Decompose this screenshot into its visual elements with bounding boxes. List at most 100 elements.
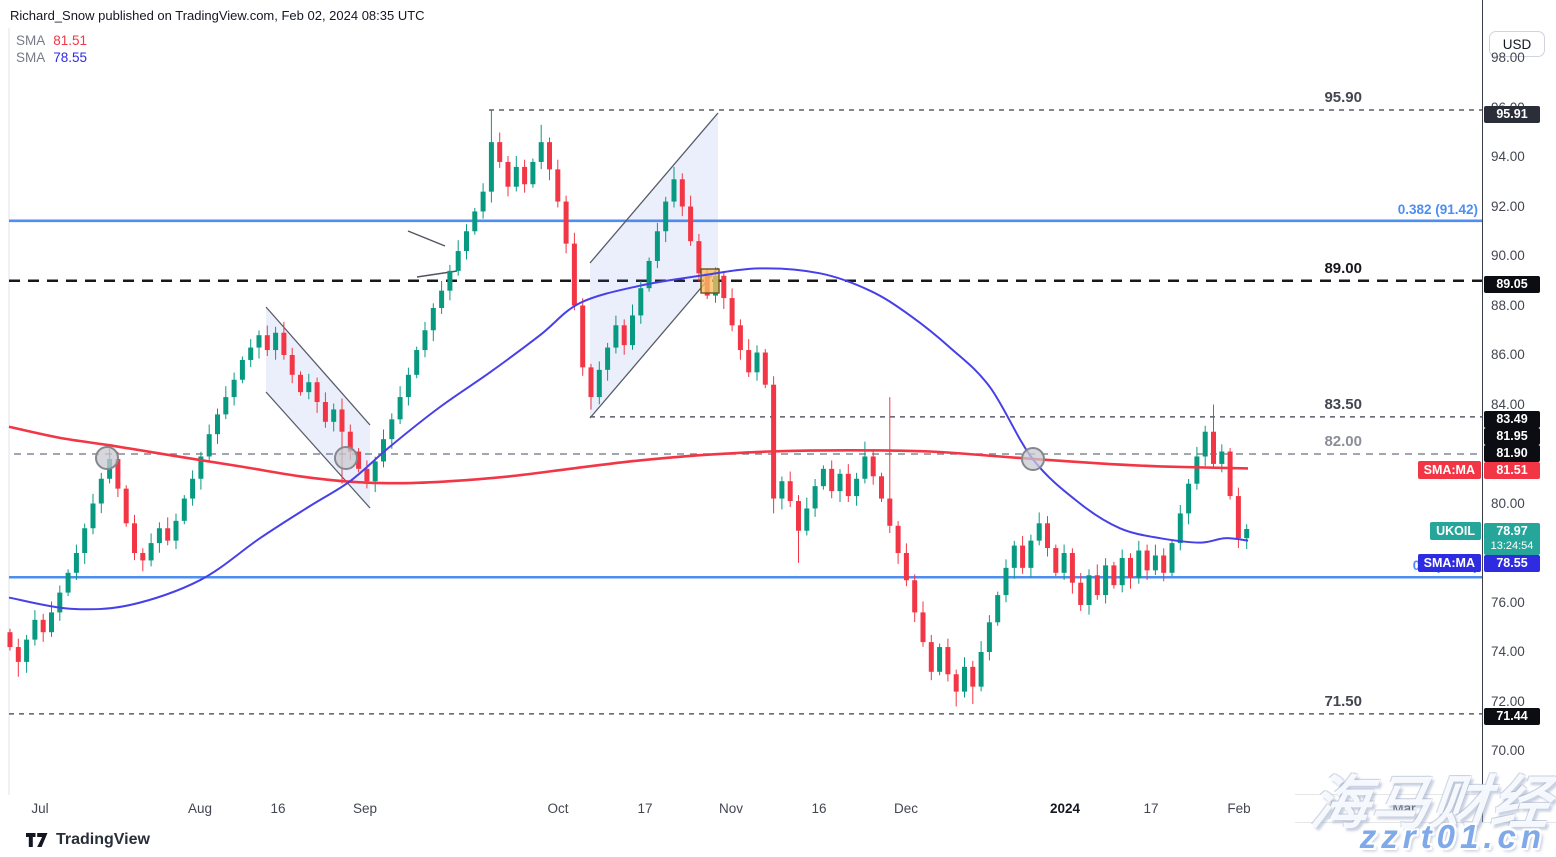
candle xyxy=(488,142,494,192)
candle xyxy=(98,478,104,504)
candle xyxy=(173,520,179,541)
candle xyxy=(248,347,254,360)
candle xyxy=(920,612,926,643)
watermark-site-url: zzrt01.cn xyxy=(1359,818,1546,855)
candle xyxy=(903,553,909,581)
series-badge-SMA:MA-2: SMA:MA xyxy=(1417,554,1481,572)
candle xyxy=(1028,540,1034,568)
candle xyxy=(181,498,187,521)
candle xyxy=(1219,451,1225,464)
candle xyxy=(497,142,503,162)
candle xyxy=(414,350,420,375)
level-label-71.50: 71.50 xyxy=(1324,692,1362,710)
channel-top-0 xyxy=(265,306,371,426)
candle xyxy=(231,379,237,398)
candle xyxy=(812,486,818,509)
candle xyxy=(1144,550,1150,571)
price-tick-90.00: 90.00 xyxy=(1491,248,1525,263)
candle xyxy=(1161,555,1167,573)
price-badge-83.49: 83.49 xyxy=(1484,410,1540,428)
time-label-17: 17 xyxy=(637,801,653,816)
indicator-legend: SMA 81.51 SMA 78.55 xyxy=(16,32,87,66)
candle xyxy=(870,456,876,477)
candle xyxy=(356,451,362,469)
time-label-Oct: Oct xyxy=(547,801,569,816)
candle xyxy=(837,473,843,492)
price-tick-92.00: 92.00 xyxy=(1491,198,1525,214)
price-badge-13:24:54: 13:24:54 xyxy=(1484,537,1540,555)
channel-bottom-0 xyxy=(265,391,371,509)
time-label-Sep: Sep xyxy=(352,801,378,816)
candle xyxy=(1152,555,1158,571)
candle xyxy=(73,553,79,573)
candle xyxy=(256,335,262,348)
price-badge-89.05: 89.05 xyxy=(1484,275,1540,293)
candle xyxy=(1194,456,1200,484)
price-badge-71.44: 71.44 xyxy=(1484,707,1540,725)
candle xyxy=(1045,523,1050,549)
candle xyxy=(314,382,320,403)
candle xyxy=(422,330,428,351)
candle xyxy=(1086,575,1092,605)
candle xyxy=(505,161,511,187)
candle xyxy=(1036,523,1042,541)
candle xyxy=(7,632,13,648)
candle xyxy=(804,508,810,531)
candle xyxy=(978,652,984,687)
candle xyxy=(148,543,154,561)
candle xyxy=(264,335,270,351)
currency-button[interactable]: USD xyxy=(1489,31,1545,57)
byline: Richard_Snow published on TradingView.co… xyxy=(10,8,425,23)
price-tick-80.00: 80.00 xyxy=(1491,495,1525,511)
candle xyxy=(1078,582,1084,605)
candle xyxy=(746,350,752,373)
candle xyxy=(613,325,619,348)
candle xyxy=(995,595,1001,623)
candle xyxy=(32,619,38,640)
time-label-Dec: Dec xyxy=(893,801,919,816)
fib-label-0: 0.382 (91.42) xyxy=(1397,201,1478,217)
candle xyxy=(953,674,959,692)
sma-slow-legend[interactable]: SMA 78.55 xyxy=(16,49,87,66)
candle xyxy=(306,382,312,393)
candle xyxy=(679,179,685,207)
candle xyxy=(1128,557,1133,578)
candle xyxy=(845,473,851,497)
pennant-line-0 xyxy=(407,230,446,247)
candle xyxy=(1011,545,1017,568)
candle xyxy=(322,402,328,422)
time-label-Mar: Mar xyxy=(1392,801,1416,816)
candle xyxy=(538,142,544,162)
candle xyxy=(696,241,702,274)
series-badge-SMA:MA-0: SMA:MA xyxy=(1417,461,1481,479)
candle xyxy=(57,592,63,613)
time-label-Feb: Feb xyxy=(1227,801,1251,816)
candle xyxy=(571,243,577,306)
price-tick-70.00: 70.00 xyxy=(1491,743,1525,758)
candle xyxy=(289,355,295,375)
sma-fast-legend[interactable]: SMA 81.51 xyxy=(16,32,87,49)
candle xyxy=(721,275,727,299)
tradingview-logo-icon xyxy=(26,833,48,847)
candle xyxy=(820,468,826,487)
price-badge-81.95: 81.95 xyxy=(1484,427,1540,445)
candle xyxy=(522,166,528,185)
channel-bottom-1 xyxy=(589,267,719,419)
price-tick-76.00: 76.00 xyxy=(1491,594,1525,610)
candle xyxy=(580,305,586,368)
price-axis[interactable]: USD 98.0096.0094.0092.0090.0088.0086.008… xyxy=(1482,0,1556,822)
candle xyxy=(1136,550,1142,578)
candle xyxy=(90,503,96,529)
price-tick-98.00: 98.00 xyxy=(1491,50,1525,65)
price-badge-95.91: 95.91 xyxy=(1484,105,1540,123)
candle xyxy=(555,169,561,202)
tradingview-logo[interactable]: TradingView xyxy=(26,829,150,850)
candle xyxy=(132,523,137,553)
candle xyxy=(779,481,785,499)
candle xyxy=(1119,557,1125,586)
candle xyxy=(405,374,411,398)
time-axis[interactable]: Jul Aug 16 Sep Oct 17 Nov 16 Dec 2024 17 Feb Mar xyxy=(0,795,1482,822)
candle xyxy=(621,325,627,346)
